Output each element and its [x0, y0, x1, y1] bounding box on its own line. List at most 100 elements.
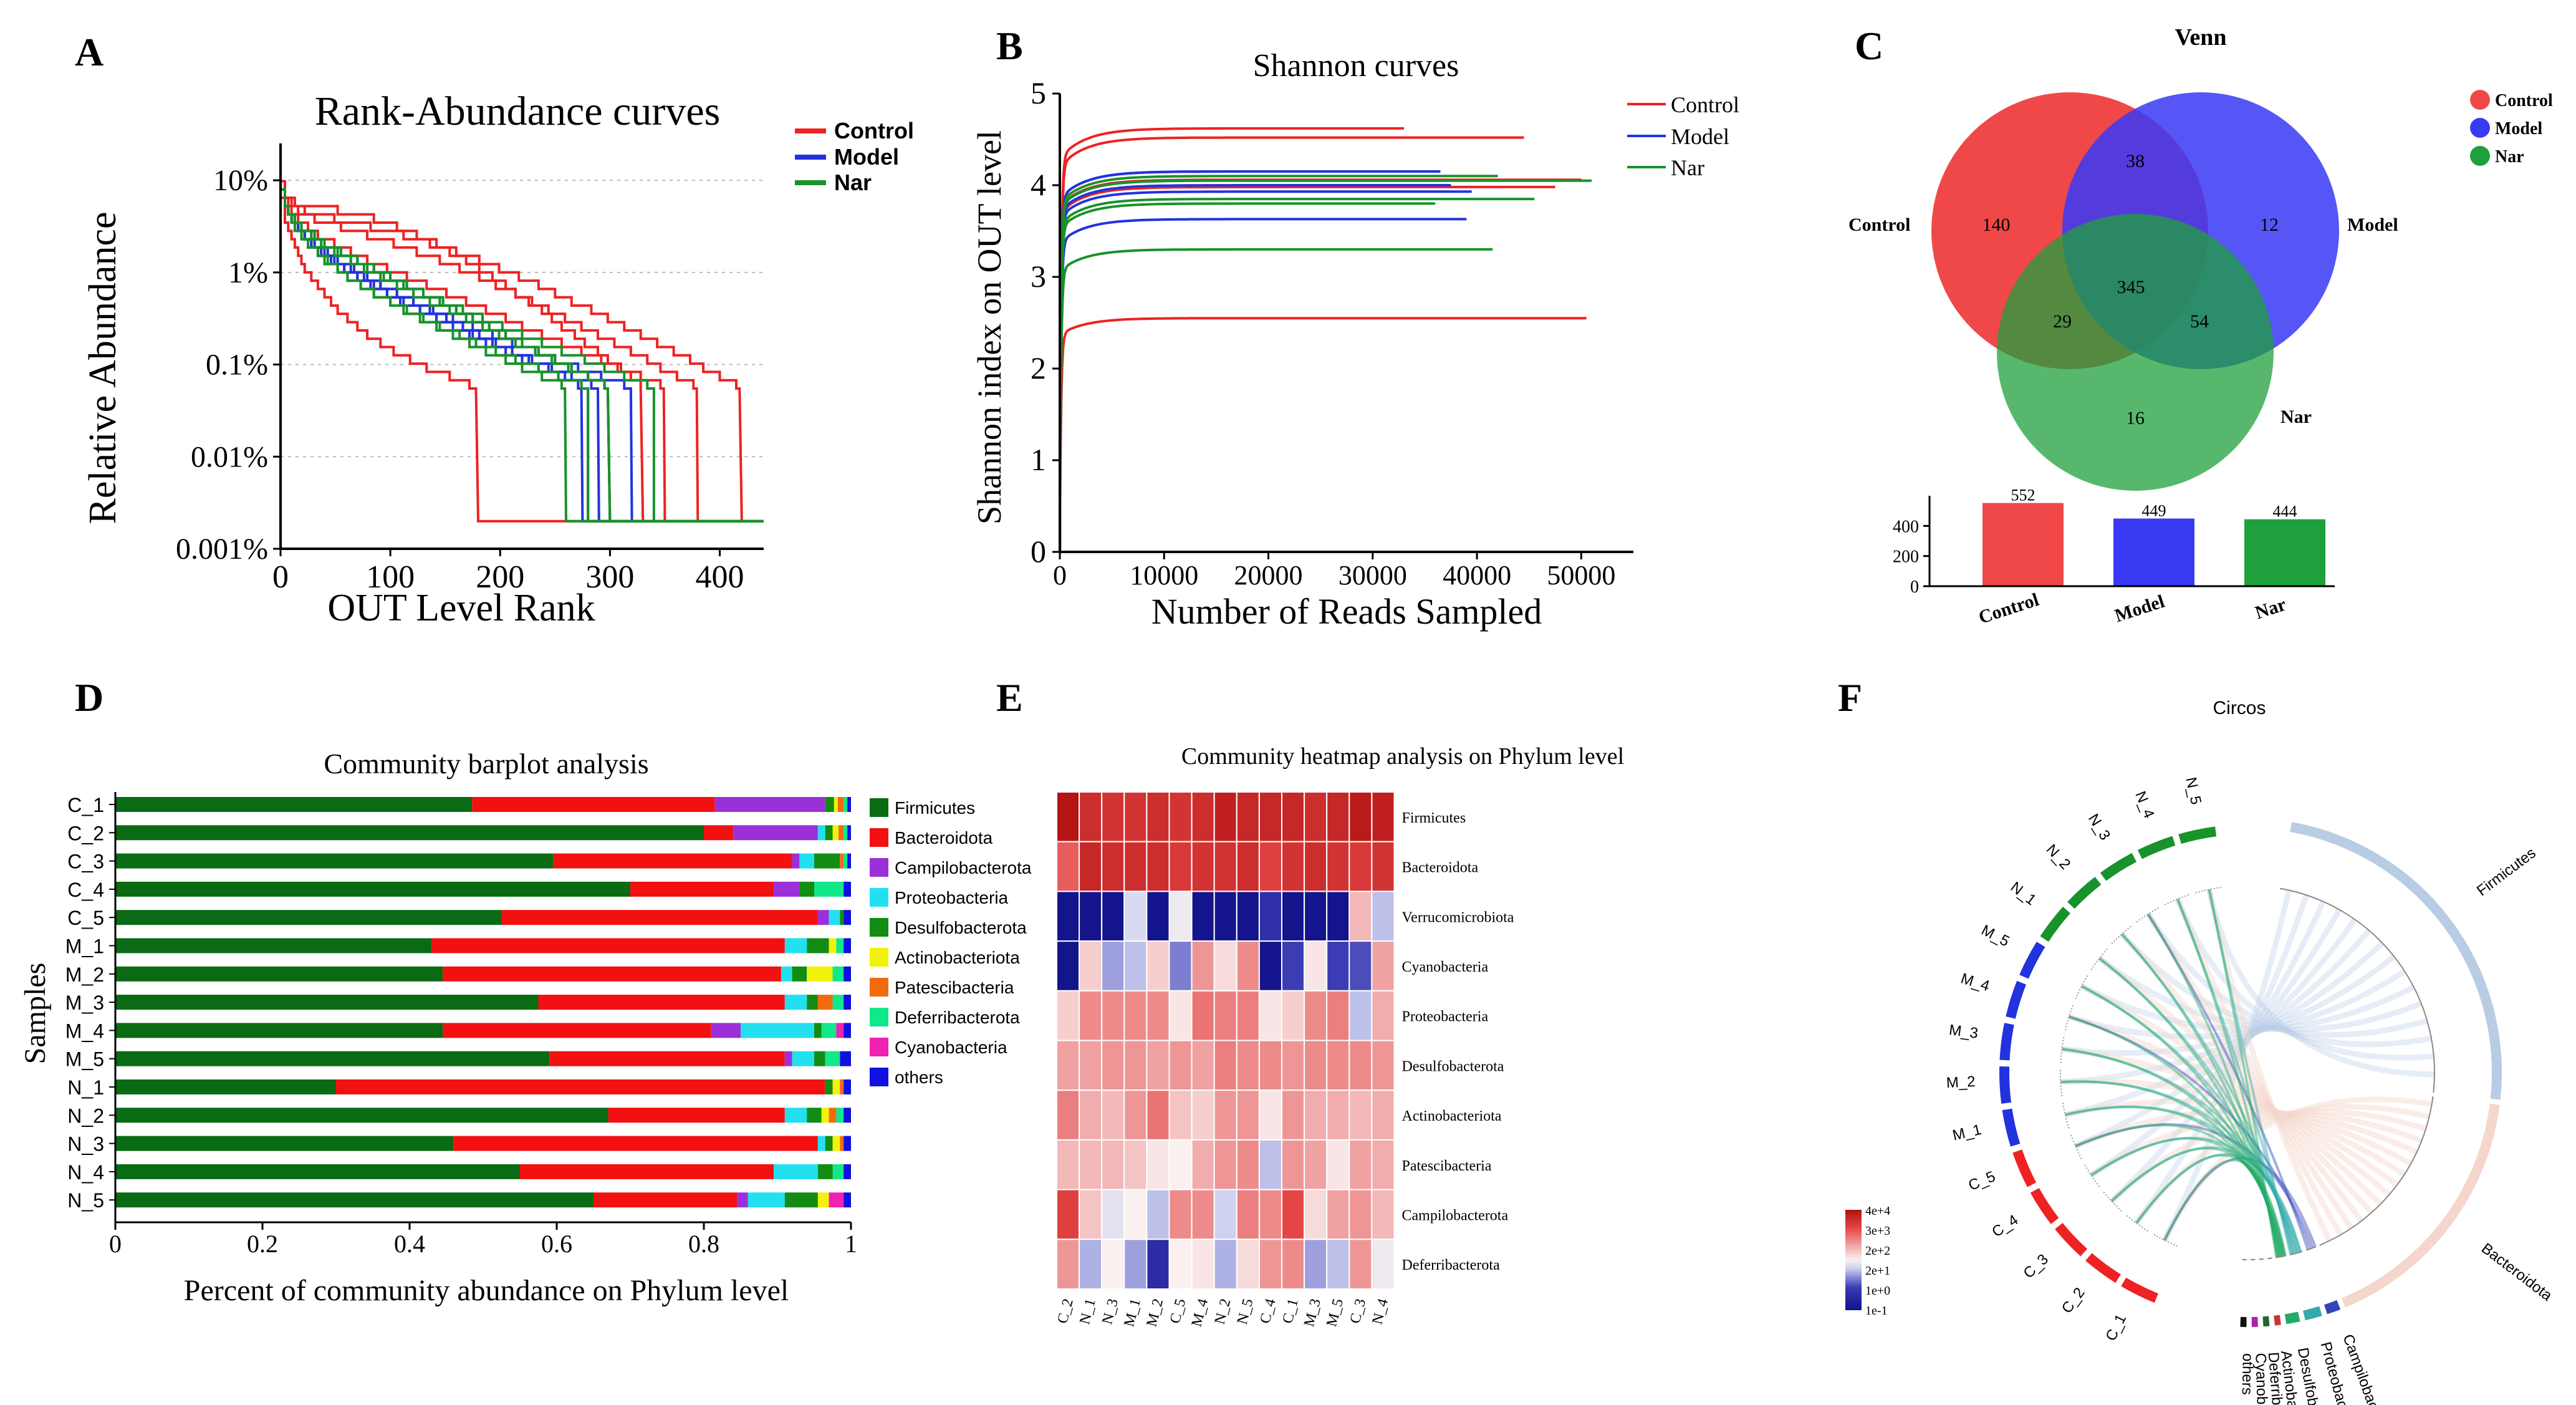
- d-bar-seg-bacteroidota: [501, 910, 818, 925]
- e-colorbar-step: [1845, 1242, 1862, 1245]
- e-col-label: M_4: [1189, 1297, 1212, 1329]
- d-bar-seg-desulfobacterota: [814, 1023, 822, 1038]
- d-sample-label: M_5: [65, 1048, 104, 1071]
- e-col-label: C_3: [1347, 1297, 1369, 1325]
- b-xtick-label: 0: [1053, 560, 1067, 591]
- d-bar-seg-bacteroidota: [443, 1023, 711, 1038]
- f-sample-inner-arc: [2064, 1003, 2075, 1031]
- e-cell: [1146, 1238, 1170, 1290]
- d-bar-seg-firmicutes: [115, 910, 502, 925]
- f-phylum-arc-bacteroidota: [2341, 1103, 2500, 1308]
- f-sample-label-m-4: M_4: [1959, 970, 1992, 995]
- panel-b-yticks: 0 1 2 3 4 5: [1031, 75, 1060, 569]
- f-ribbon: [2064, 1098, 2413, 1166]
- d-bar-seg-bacteroidota: [608, 1108, 785, 1123]
- panel-a-curves: [281, 180, 764, 523]
- a-ytick-label: 0.001%: [176, 533, 268, 566]
- e-cell: [1371, 940, 1395, 992]
- d-bar-seg-firmicutes: [115, 881, 630, 897]
- d-bar-seg-proteobacteria: [774, 1164, 818, 1179]
- f-phylum-arc-campilobacterota: [2324, 1300, 2341, 1315]
- c-total-value: 444: [2273, 503, 2297, 521]
- venn-count-control-only: 140: [1982, 215, 2011, 235]
- f-sample-label-n-3: N_3: [2085, 811, 2113, 843]
- e-cell: [1371, 891, 1395, 942]
- f-ribbon: [2090, 1137, 2285, 1257]
- f-ribbon: [2074, 1108, 2418, 1155]
- e-cell: [1326, 1139, 1350, 1190]
- d-bar-seg-patescibacteria: [840, 853, 844, 869]
- e-colorbar-step: [1845, 1250, 1862, 1253]
- e-colorbar-step: [1845, 1247, 1862, 1250]
- d-bar-seg-others: [843, 966, 851, 982]
- e-cell: [1236, 940, 1260, 992]
- e-cell: [1371, 990, 1395, 1041]
- b-ytick-label: 1: [1031, 442, 1046, 477]
- f-ribbon: [2163, 1159, 2287, 1257]
- b-curve-control: [1059, 185, 1555, 553]
- d-legend-label-patescibacteria: Patescibacteria: [895, 978, 1014, 997]
- d-bar-seg-firmicutes: [115, 1136, 454, 1151]
- b-curve-control: [1059, 136, 1524, 553]
- panel-letter-d: D: [75, 675, 103, 720]
- e-cell: [1348, 990, 1373, 1041]
- e-cell: [1101, 841, 1125, 892]
- legend-a-nar: Nar: [834, 170, 872, 195]
- d-bar-seg-patescibacteria: [837, 797, 844, 812]
- f-sample-inner-arc: [2060, 1068, 2063, 1096]
- a-xtick-label: 400: [696, 559, 744, 595]
- d-bar-seg-desulfobacterota: [799, 881, 814, 897]
- e-colorbar-step: [1845, 1212, 1862, 1215]
- d-bar-seg-firmicutes: [115, 966, 443, 982]
- e-cell: [1213, 940, 1238, 992]
- f-ribbon: [2064, 929, 2372, 1118]
- e-colorbar-step: [1845, 1290, 1862, 1293]
- e-cell: [1371, 1040, 1395, 1091]
- e-cell: [1213, 1189, 1238, 1240]
- d-bar-seg-bacteroidota: [704, 825, 734, 841]
- f-sample-inner-arc: [2151, 1233, 2178, 1247]
- d-bar-seg-desulfobacterota: [814, 1051, 825, 1066]
- panel-c-venn: Venn 140 12 16 38 29 54 345 Control Mode…: [1848, 24, 2553, 628]
- e-colorbar-step: [1845, 1265, 1862, 1268]
- e-cell: [1168, 1189, 1193, 1240]
- f-sample-arc-n-5: [2178, 826, 2217, 844]
- f-ribbon: [2097, 956, 2423, 1033]
- d-bar-seg-others: [847, 853, 851, 869]
- e-cell: [1258, 990, 1283, 1041]
- f-ribbon: [2098, 957, 2295, 1255]
- e-cell: [1348, 1089, 1373, 1141]
- c-total-value: 552: [2011, 486, 2035, 505]
- e-colorbar-step: [1845, 1302, 1862, 1305]
- panel-letter-e: E: [996, 675, 1023, 720]
- d-bar-seg-desulfobacterota: [825, 1079, 833, 1094]
- c-total-category: Nar: [2252, 594, 2289, 624]
- f-sample-label-m-5: M_5: [1979, 922, 2012, 950]
- d-legend-swatch-bacteroidota: [870, 828, 888, 847]
- f-phylum-inner-arc: [2289, 1250, 2303, 1256]
- venn-count-model-nar: 54: [2190, 311, 2209, 332]
- e-colorbar-step: [1845, 1237, 1862, 1240]
- f-ribbon: [2080, 983, 2383, 1206]
- d-legend-label-actinobacteriota: Actinobacteriota: [895, 948, 1020, 967]
- panel-b-shannon: Shannon curves Number of Reads Sampled S…: [971, 48, 1739, 632]
- f-ribbon: [2206, 889, 2332, 1242]
- panel-b-title: Shannon curves: [1253, 48, 1459, 84]
- f-ribbon: [2090, 1136, 2301, 1253]
- f-sample-inner-arc: [2102, 1190, 2122, 1212]
- e-colorbar-step: [1845, 1255, 1862, 1258]
- d-legend-swatch-deferribacterota: [870, 1008, 888, 1026]
- venn-count-control-model: 38: [2126, 151, 2145, 171]
- f-ribbon: [2120, 932, 2428, 1038]
- f-sample-label-n-5: N_5: [2182, 776, 2204, 806]
- b-curve-nar: [1059, 198, 1535, 553]
- d-sample-label: C_1: [67, 794, 104, 816]
- d-bar-seg-bacteroidota: [431, 938, 785, 954]
- f-phylum-label-bacteroidota: Bacteroidota: [2478, 1240, 2555, 1305]
- e-cell: [1168, 791, 1193, 843]
- d-bar-seg-campilobacterota: [784, 1051, 792, 1066]
- f-ribbon: [2062, 1048, 2298, 1254]
- d-legend-swatch-proteobacteria: [870, 888, 888, 907]
- e-row-label: Firmicutes: [1402, 810, 1466, 826]
- e-cell: [1101, 1089, 1125, 1141]
